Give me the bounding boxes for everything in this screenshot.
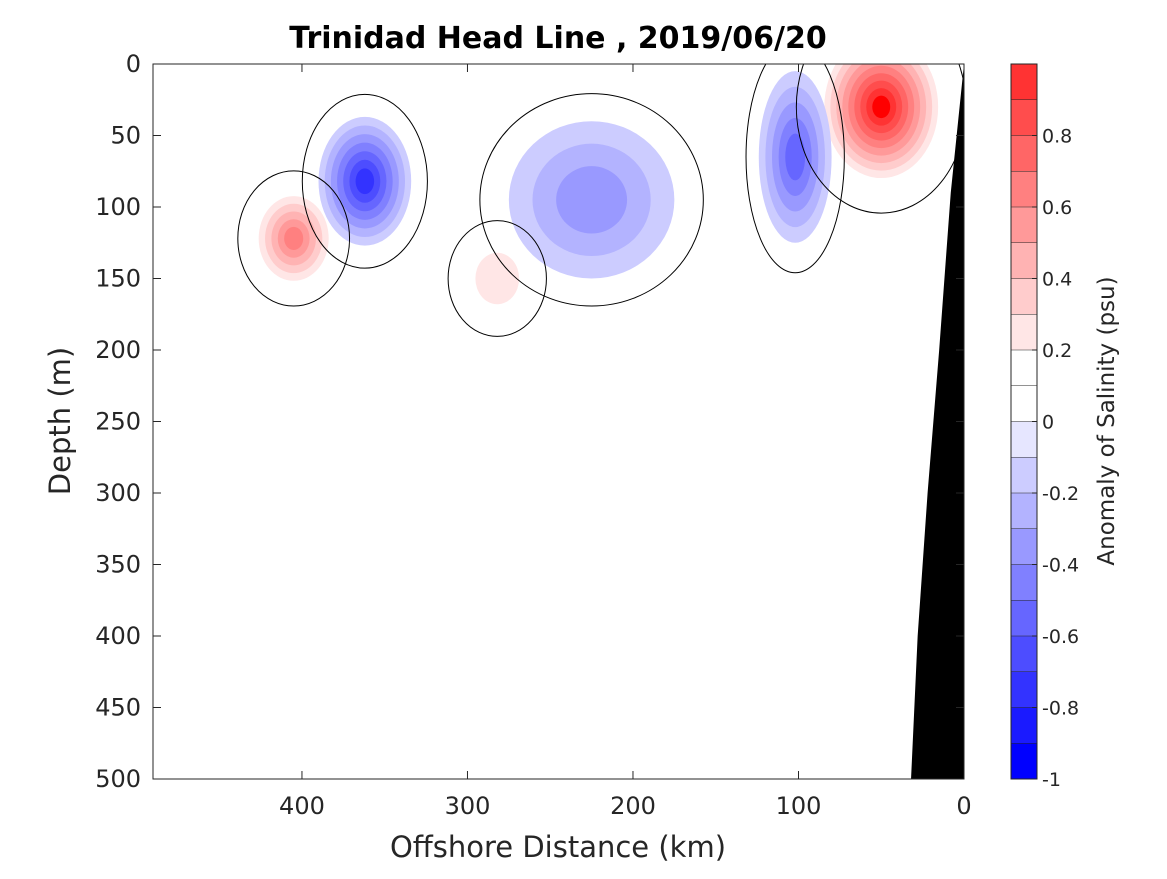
chart-title: Trinidad Head Line , 2019/06/20 <box>289 21 826 56</box>
anomaly-level-10 <box>872 95 891 119</box>
y-tick-label: 150 <box>95 265 141 293</box>
colorbar-band <box>1011 314 1037 350</box>
colorbar-band <box>1011 99 1037 136</box>
anomaly-positive-0 <box>252 188 336 289</box>
anomaly-level-7 <box>355 168 375 195</box>
zero-contours <box>237 64 964 337</box>
anomaly-level-2 <box>475 252 520 305</box>
colorbar-band <box>1011 207 1037 243</box>
colorbar-band <box>1011 242 1037 279</box>
colorbar-band <box>1011 278 1037 315</box>
bathymetry-shelf <box>911 64 964 779</box>
zero-contour-1 <box>447 220 547 337</box>
y-tick-label: 200 <box>95 336 141 364</box>
zero-contour-3 <box>301 93 428 269</box>
colorbar-label: Anomaly of Salinity (psu) <box>1094 276 1120 565</box>
anomaly-features <box>252 64 945 322</box>
colorbar-tick-label: -0.4 <box>1042 555 1079 577</box>
plot-area <box>153 64 964 779</box>
anomaly-negative-4 <box>508 121 675 279</box>
colorbar-tick-label: 0.2 <box>1042 340 1072 362</box>
y-tick-label: 500 <box>95 765 141 793</box>
x-tick-label: 100 <box>776 792 822 820</box>
colorbar-band <box>1011 457 1037 493</box>
x-tick-label: 300 <box>445 792 491 820</box>
y-tick-label: 450 <box>95 694 141 722</box>
colorbar-band <box>1011 528 1037 565</box>
colorbar-band <box>1011 636 1037 672</box>
y-tick-label: 350 <box>95 551 141 579</box>
colorbar: -1 -0.8 -0.6 -0.4 -0.2 0 0.2 0.4 0.6 0.8 <box>1010 63 1079 791</box>
anomaly-negative-5 <box>758 71 832 243</box>
x-tick-label: 0 <box>956 792 971 820</box>
colorbar-band <box>1011 493 1037 529</box>
x-axis-ticks: 400 300 200 100 0 <box>279 64 972 820</box>
colorbar-tick-label: 0.6 <box>1042 197 1072 219</box>
y-tick-label: 300 <box>95 479 141 507</box>
colorbar-band <box>1011 350 1037 386</box>
colorbar-band <box>1011 671 1037 708</box>
anomaly-level-5 <box>785 133 806 181</box>
x-tick-label: 400 <box>279 792 325 820</box>
x-axis-label: Offshore Distance (km) <box>390 830 726 864</box>
anomaly-level-6 <box>284 226 304 251</box>
colorbar-band <box>1011 135 1037 172</box>
zero-contour-2 <box>795 64 964 214</box>
colorbar-band <box>1011 743 1037 779</box>
colorbar-band <box>1011 600 1037 636</box>
colorbar-tick-label: -0.8 <box>1042 698 1079 720</box>
colorbar-band <box>1011 64 1037 100</box>
colorbar-band <box>1011 707 1037 744</box>
y-tick-label: 100 <box>95 193 141 221</box>
colorbar-tick-label: -0.2 <box>1042 483 1079 505</box>
anomaly-negative-3 <box>318 116 412 246</box>
y-tick-label: 400 <box>95 622 141 650</box>
y-axis-label: Depth (m) <box>43 347 77 495</box>
anomaly-level-3 <box>556 166 628 234</box>
colorbar-band <box>1011 564 1037 601</box>
x-tick-label: 200 <box>610 792 656 820</box>
zero-contour-0 <box>237 170 351 307</box>
anomaly-positive-2 <box>818 64 945 186</box>
y-tick-label: 250 <box>95 408 141 436</box>
colorbar-tick-label: -1 <box>1042 769 1061 791</box>
anomaly-positive-1 <box>460 235 534 322</box>
colorbar-band <box>1011 385 1037 422</box>
y-tick-label: 50 <box>110 122 141 150</box>
y-tick-label: 0 <box>126 50 141 78</box>
y-axis-ticks: 0 50 100 150 200 250 300 350 400 450 500 <box>95 50 964 793</box>
zero-contour-4 <box>479 93 704 307</box>
colorbar-tick-label: 0.8 <box>1042 126 1072 148</box>
colorbar-tick-label: -0.6 <box>1042 626 1079 648</box>
colorbar-tick-label: 0.4 <box>1042 269 1072 291</box>
colorbar-tick-label: 0 <box>1042 412 1054 434</box>
colorbar-band <box>1011 421 1037 458</box>
colorbar-band <box>1011 171 1037 207</box>
zero-contour-5 <box>745 64 845 274</box>
